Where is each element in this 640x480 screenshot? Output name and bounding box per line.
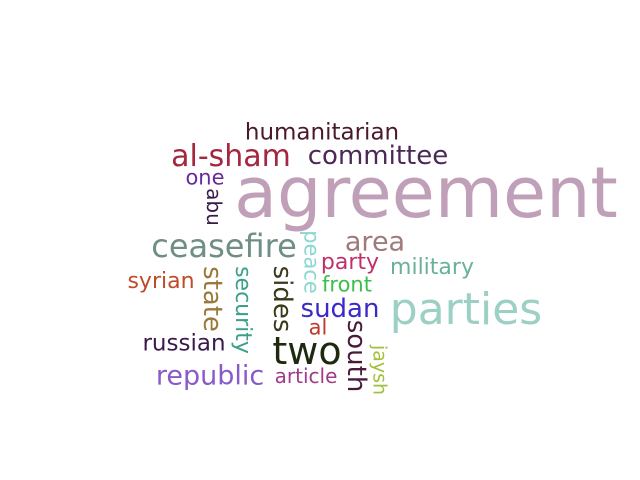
word-russian: russian — [142, 330, 226, 357]
word-state: state — [197, 266, 227, 332]
word-south: south — [341, 319, 371, 393]
word-security: security — [230, 266, 255, 354]
word-party: party — [320, 250, 380, 275]
word-sudan: sudan — [300, 294, 380, 324]
word-parties: parties — [389, 284, 543, 335]
word-peace: peace — [299, 230, 324, 294]
word-ceasefire: ceasefire — [151, 227, 297, 265]
word-sides: sides — [267, 265, 297, 333]
word-front: front — [322, 272, 372, 297]
word-committee: committee — [307, 141, 449, 171]
word-abu: abu — [202, 188, 226, 226]
word-article: article — [274, 364, 338, 388]
word-area: area — [344, 226, 406, 258]
word-syrian: syrian — [127, 269, 195, 294]
word-al: al — [308, 315, 328, 340]
word-al-sham: al-sham — [171, 139, 291, 174]
word-military: military — [390, 255, 474, 280]
word-one: one — [185, 165, 225, 190]
word-jaysh: jaysh — [368, 344, 391, 396]
word-republic: republic — [155, 360, 265, 392]
word-agreement: agreement — [234, 152, 618, 234]
word-two: two — [272, 329, 342, 373]
word-humanitarian: humanitarian — [244, 119, 400, 146]
